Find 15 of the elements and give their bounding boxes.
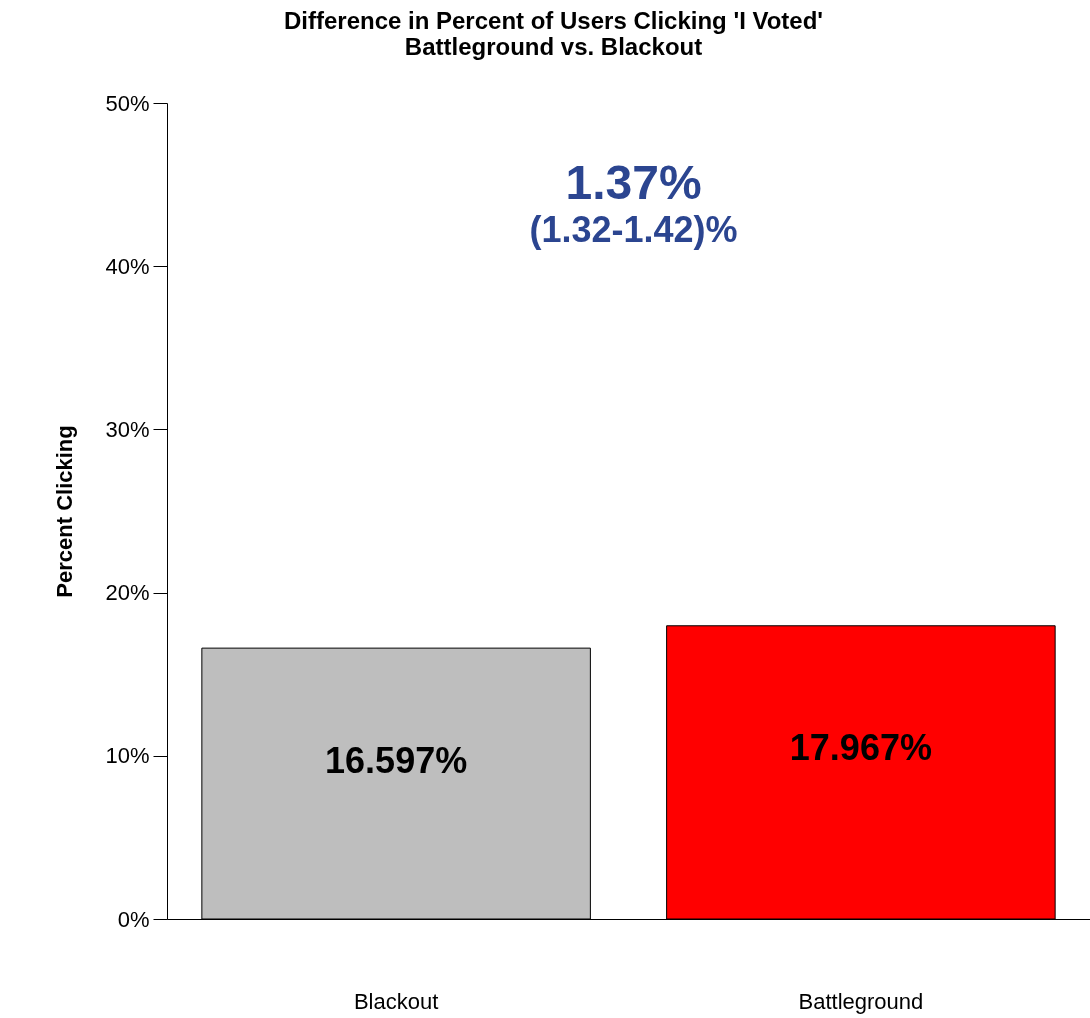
chart-subtitle: Battleground vs. Blackout [404, 33, 703, 60]
y-tick-label: 30% [105, 416, 150, 442]
y-tick-label: 40% [105, 253, 150, 279]
x-tick-label: Battleground [798, 988, 924, 1014]
chart-title: Difference in Percent of Users Clicking 'I Voted' [283, 7, 824, 34]
data-label: 16.597% [325, 739, 468, 781]
x-tick-label: Blackout [353, 988, 439, 1014]
data-label: 17.967% [789, 726, 932, 768]
y-tick-label: 0% [117, 906, 150, 932]
y-tick-label: 20% [105, 580, 150, 606]
y-tick-label: 50% [105, 90, 150, 116]
y-axis-title: Percent Clicking [52, 425, 78, 598]
annotation: (1.32-1.42)% [529, 209, 738, 250]
annotation: 1.37% [565, 156, 702, 209]
y-tick-label: 10% [105, 743, 150, 769]
